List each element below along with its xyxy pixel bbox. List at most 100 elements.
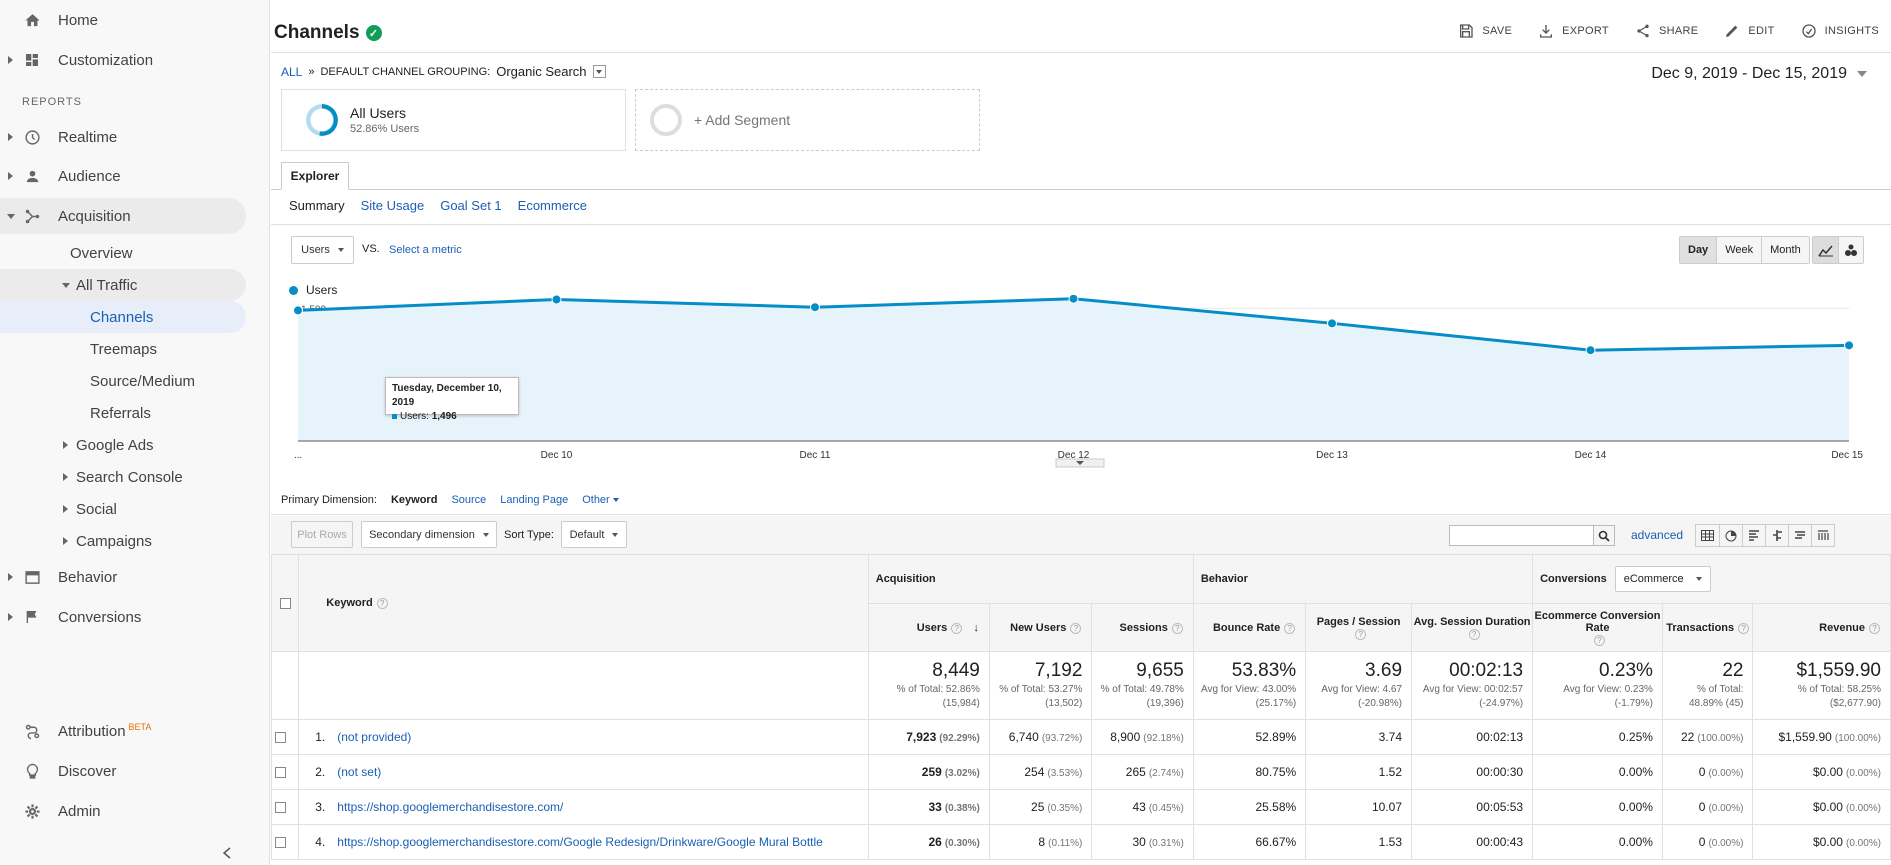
- dimension-keyword[interactable]: Keyword: [390, 494, 438, 506]
- sort-arrow-icon[interactable]: ↓: [970, 621, 979, 634]
- column-header[interactable]: Revenue?: [1752, 603, 1891, 652]
- motion-chart-icon[interactable]: [1838, 237, 1863, 263]
- data-point[interactable]: [1844, 340, 1854, 351]
- data-point[interactable]: [810, 302, 820, 313]
- tab-explorer[interactable]: Explorer: [281, 162, 349, 190]
- nav-behavior[interactable]: Behavior: [0, 559, 246, 595]
- nav-realtime[interactable]: Realtime: [0, 119, 246, 155]
- nav-discover[interactable]: Discover: [0, 753, 246, 789]
- select-metric-link[interactable]: Select a metric: [389, 244, 462, 256]
- keyword-link[interactable]: https://shop.googlemerchandisestore.com/…: [337, 835, 823, 849]
- nav-channels[interactable]: Channels: [0, 301, 246, 333]
- help-icon[interactable]: ?: [1284, 622, 1296, 634]
- search-button[interactable]: [1593, 525, 1615, 546]
- column-header[interactable]: Avg. Session Duration?: [1411, 603, 1534, 652]
- nav-attribution[interactable]: Attribution BETA: [0, 713, 246, 749]
- help-icon[interactable]: ?: [376, 598, 388, 609]
- duration-cell: 00:00:43: [1411, 824, 1534, 860]
- period-month-button[interactable]: Month: [1761, 237, 1809, 263]
- help-icon[interactable]: ?: [1738, 622, 1750, 634]
- data-point[interactable]: [293, 305, 303, 316]
- column-header[interactable]: New Users?: [988, 603, 1093, 652]
- line-chart-icon[interactable]: [1813, 237, 1838, 263]
- help-icon[interactable]: ?: [1869, 622, 1880, 634]
- breadcrumb-all-link[interactable]: ALL: [281, 64, 303, 79]
- export-button[interactable]: EXPORT: [1538, 23, 1609, 39]
- dimension-landing-page[interactable]: Landing Page: [500, 494, 569, 506]
- keyword-link[interactable]: https://shop.googlemerchandisestore.com/: [337, 800, 564, 814]
- advanced-filter-link[interactable]: advanced: [1631, 528, 1684, 542]
- nav-treemaps[interactable]: Treemaps: [0, 333, 246, 365]
- nav-audience[interactable]: Audience: [0, 158, 246, 194]
- insights-button[interactable]: INSIGHTS: [1801, 23, 1879, 39]
- help-icon[interactable]: ?: [1594, 634, 1606, 646]
- keyword-header[interactable]: Keyword?: [298, 554, 869, 652]
- data-point[interactable]: [1585, 345, 1596, 356]
- performance-view-icon[interactable]: [1742, 525, 1765, 546]
- nav-acquisition[interactable]: Acquisition: [0, 198, 246, 234]
- plot-rows-button[interactable]: Plot Rows: [291, 521, 353, 548]
- data-point[interactable]: [1068, 295, 1079, 304]
- collapse-sidebar-icon[interactable]: [222, 846, 232, 864]
- row-checkbox[interactable]: [275, 836, 287, 848]
- term-cloud-view-icon[interactable]: [1788, 525, 1811, 546]
- dimension-source[interactable]: Source: [451, 494, 487, 506]
- help-icon[interactable]: ?: [951, 622, 963, 634]
- table-search-input[interactable]: [1449, 525, 1594, 546]
- period-day-button[interactable]: Day: [1680, 237, 1717, 263]
- row-checkbox[interactable]: [275, 801, 287, 813]
- column-header[interactable]: Sessions?: [1091, 603, 1194, 652]
- pivot-view-icon[interactable]: [1811, 525, 1834, 546]
- row-checkbox[interactable]: [275, 731, 287, 743]
- share-button[interactable]: SHARE: [1635, 23, 1698, 39]
- cell-percent: (100.00%): [1834, 733, 1881, 744]
- dimension-other[interactable]: Other: [582, 494, 619, 506]
- tooltip-swatch: [392, 413, 397, 419]
- period-week-button[interactable]: Week: [1716, 237, 1762, 263]
- save-button[interactable]: SAVE: [1458, 23, 1512, 39]
- add-segment-button[interactable]: + Add Segment: [635, 89, 980, 151]
- comparison-view-icon[interactable]: [1765, 525, 1788, 546]
- nav-overview[interactable]: Overview: [0, 237, 246, 269]
- column-header[interactable]: Ecommerce Conversion Rate?: [1532, 603, 1663, 652]
- nav-admin[interactable]: Admin: [0, 793, 246, 829]
- nav-home[interactable]: Home: [0, 2, 246, 38]
- nav-search-console[interactable]: Search Console: [0, 461, 246, 493]
- metric-select[interactable]: Users: [291, 236, 354, 264]
- row-checkbox[interactable]: [275, 766, 287, 778]
- subtab-summary[interactable]: Summary: [289, 198, 345, 213]
- chevron-down-icon[interactable]: [592, 65, 606, 78]
- nav-all-traffic[interactable]: All Traffic: [0, 269, 246, 301]
- subtab-ecommerce[interactable]: Ecommerce: [517, 198, 588, 213]
- keyword-link[interactable]: (not provided): [337, 730, 412, 744]
- nav-conversions[interactable]: Conversions: [0, 599, 246, 635]
- help-icon[interactable]: ?: [1468, 628, 1480, 640]
- date-range-picker[interactable]: Dec 9, 2019 - Dec 15, 2019: [1651, 65, 1867, 83]
- nav-source-medium[interactable]: Source/Medium: [0, 365, 246, 397]
- conversions-type-select[interactable]: eCommerce: [1614, 566, 1711, 592]
- subtab-site-usage[interactable]: Site Usage: [360, 198, 425, 213]
- data-point[interactable]: [1327, 318, 1337, 329]
- help-icon[interactable]: ?: [1355, 628, 1367, 640]
- help-icon[interactable]: ?: [1171, 622, 1183, 634]
- column-header[interactable]: Bounce Rate?: [1192, 603, 1307, 652]
- column-header[interactable]: Users? ↓: [867, 603, 990, 652]
- sort-type-select[interactable]: Default: [561, 521, 627, 548]
- column-header[interactable]: Pages / Session?: [1305, 603, 1413, 652]
- segment-all-users[interactable]: All Users 52.86% Users: [281, 89, 626, 151]
- column-header[interactable]: Transactions?: [1661, 603, 1754, 652]
- subtab-goal-set-1[interactable]: Goal Set 1: [440, 198, 502, 213]
- data-point[interactable]: [551, 295, 562, 305]
- nav-google-ads[interactable]: Google Ads: [0, 429, 246, 461]
- table-view-icon[interactable]: [1696, 525, 1719, 546]
- nav-social[interactable]: Social: [0, 493, 246, 525]
- nav-referrals[interactable]: Referrals: [0, 397, 246, 429]
- nav-campaigns[interactable]: Campaigns: [0, 525, 246, 557]
- edit-button[interactable]: EDIT: [1724, 23, 1774, 39]
- keyword-link[interactable]: (not set): [337, 765, 382, 779]
- nav-customization[interactable]: Customization: [0, 42, 246, 78]
- secondary-dimension-select[interactable]: Secondary dimension: [361, 521, 497, 548]
- pie-view-icon[interactable]: [1719, 525, 1742, 546]
- help-icon[interactable]: ?: [1070, 622, 1082, 634]
- select-all-checkbox[interactable]: [279, 597, 291, 609]
